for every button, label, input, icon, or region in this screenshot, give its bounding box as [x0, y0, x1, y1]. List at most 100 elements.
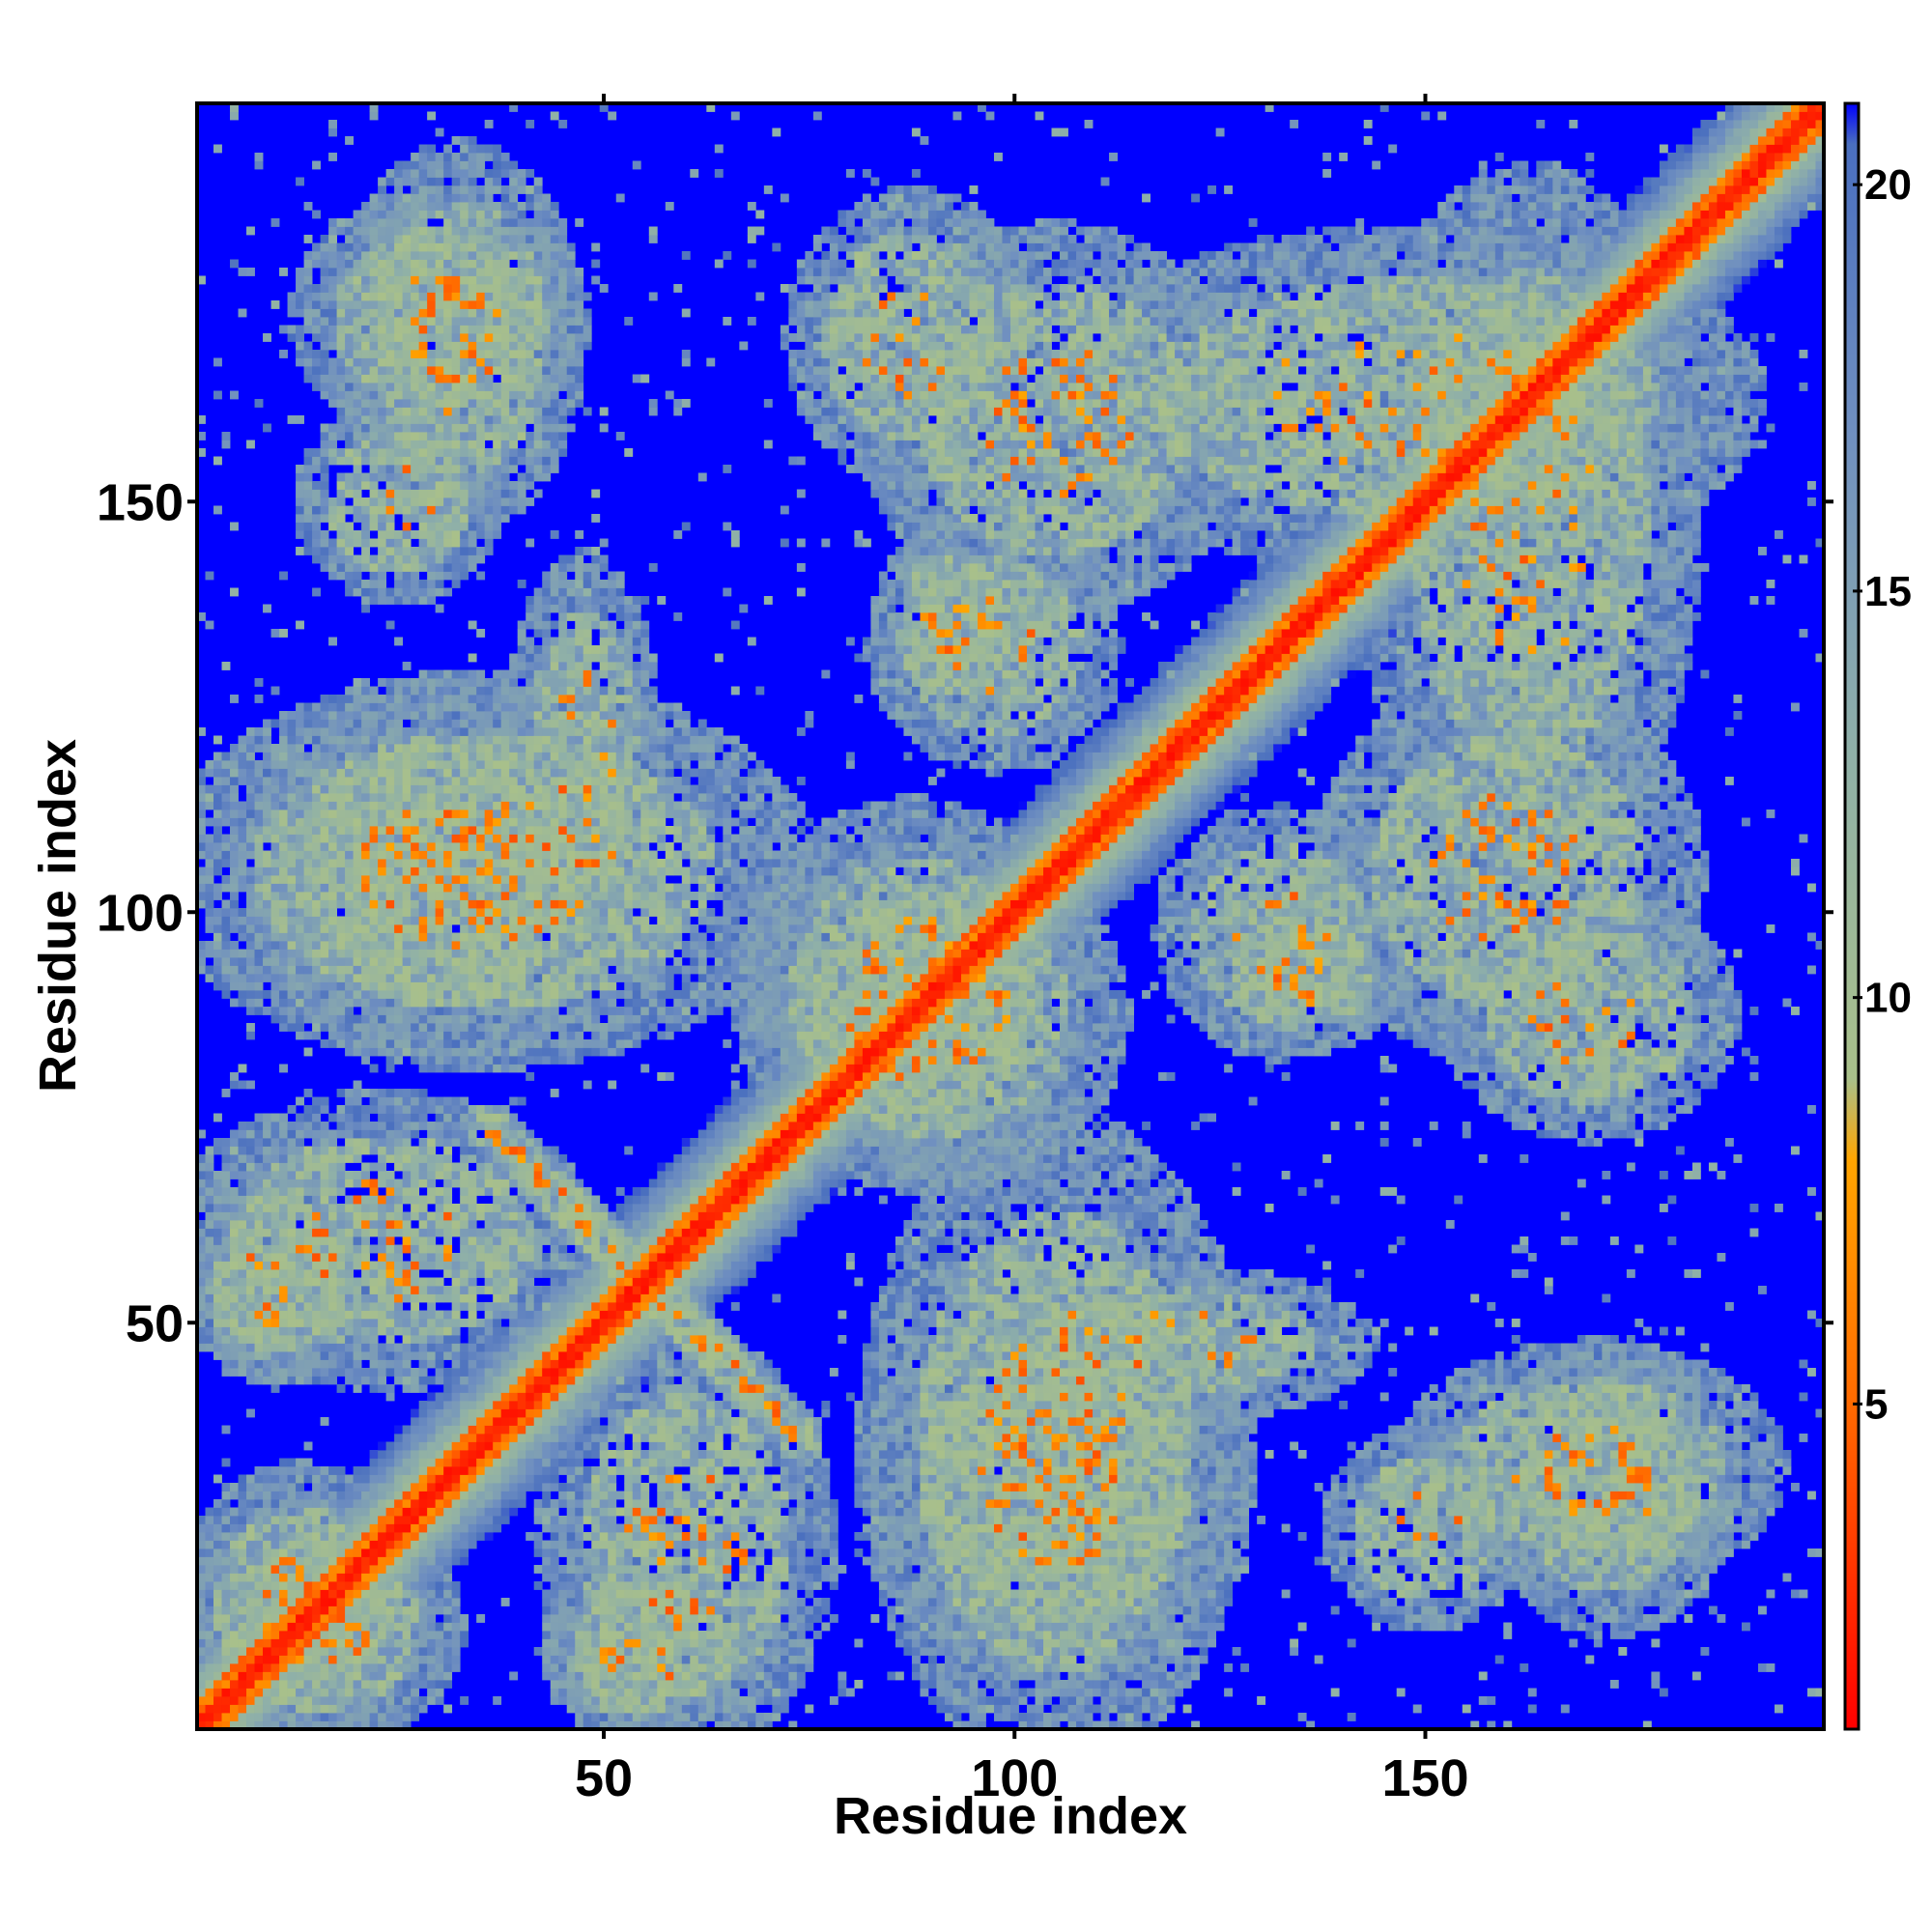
- heatmap-cell: [279, 1623, 288, 1632]
- heatmap-cell: [394, 875, 403, 884]
- heatmap-cell: [312, 161, 321, 170]
- heatmap-cell: [476, 211, 485, 219]
- heatmap-cell: [321, 835, 329, 843]
- heatmap-cell: [419, 333, 428, 342]
- heatmap-cell: [304, 1623, 313, 1632]
- heatmap-cell: [411, 924, 419, 933]
- heatmap-cell: [460, 457, 469, 466]
- heatmap-cell: [304, 1696, 313, 1705]
- heatmap-cell: [370, 448, 379, 457]
- heatmap-cell: [386, 875, 395, 884]
- heatmap-cell: [443, 1401, 452, 1409]
- heatmap-cell: [304, 835, 313, 843]
- heatmap-cell: [263, 1311, 271, 1320]
- heatmap-cell: [222, 1713, 231, 1721]
- heatmap-cell: [436, 605, 444, 613]
- heatmap-cell: [361, 293, 370, 301]
- heatmap-cell: [436, 875, 444, 884]
- heatmap-cell: [279, 1344, 288, 1352]
- heatmap-cell: [321, 260, 329, 269]
- heatmap-cell: [419, 424, 428, 433]
- heatmap-cell: [337, 1508, 346, 1517]
- heatmap-cell: [321, 1614, 329, 1623]
- heatmap-cell: [378, 1483, 386, 1492]
- heatmap-cell: [443, 1492, 452, 1500]
- heatmap-cell: [419, 1039, 428, 1048]
- heatmap-cell: [443, 760, 452, 769]
- heatmap-cell: [386, 1696, 395, 1705]
- heatmap-cell: [411, 1097, 419, 1106]
- heatmap-cell: [370, 1048, 379, 1057]
- heatmap-cell: [370, 990, 379, 999]
- heatmap-cell: [452, 555, 461, 564]
- heatmap-cell: [427, 711, 436, 720]
- heatmap-cell: [427, 1023, 436, 1032]
- heatmap-cell: [312, 1631, 321, 1639]
- heatmap-cell: [460, 1245, 469, 1254]
- heatmap-cell: [222, 950, 231, 958]
- heatmap-cell: [239, 1713, 247, 1721]
- heatmap-cell: [403, 1483, 412, 1492]
- heatmap-cell: [361, 366, 370, 375]
- heatmap-cell: [304, 753, 313, 761]
- heatmap-cell: [493, 1508, 501, 1517]
- heatmap-cell: [230, 753, 239, 761]
- heatmap-cell: [213, 1286, 222, 1294]
- heatmap-cell: [206, 1319, 214, 1327]
- heatmap-cell: [452, 1656, 461, 1664]
- heatmap-cell: [411, 1229, 419, 1237]
- heatmap-cell: [394, 1351, 403, 1360]
- heatmap-cell: [361, 982, 370, 991]
- heatmap-cell: [436, 326, 444, 334]
- heatmap-cell: [354, 317, 362, 326]
- heatmap-cell: [436, 687, 444, 696]
- heatmap-cell: [239, 1631, 247, 1639]
- heatmap-cell: [403, 1286, 412, 1294]
- heatmap-cell: [288, 1663, 297, 1672]
- heatmap-cell: [443, 1196, 452, 1205]
- heatmap-cell: [378, 333, 386, 342]
- heatmap-cell: [239, 1163, 247, 1172]
- heatmap-cell: [436, 802, 444, 810]
- heatmap-cell: [206, 1614, 214, 1623]
- heatmap-cell: [288, 736, 297, 745]
- heatmap-cell: [378, 506, 386, 515]
- heatmap-cell: [354, 1532, 362, 1541]
- heatmap-cell: [427, 1639, 436, 1648]
- heatmap-cell: [288, 753, 297, 761]
- heatmap-cell: [321, 1705, 329, 1714]
- heatmap-cell: [312, 1007, 321, 1015]
- heatmap-cell: [443, 588, 452, 597]
- heatmap-cell: [206, 621, 214, 630]
- heatmap-cell: [386, 1204, 395, 1212]
- heatmap-cell: [222, 1459, 231, 1467]
- heatmap-cell: [386, 375, 395, 384]
- heatmap-cell: [469, 875, 477, 884]
- heatmap-cell: [452, 1581, 461, 1590]
- heatmap-cell: [304, 711, 313, 720]
- heatmap-cell: [419, 391, 428, 400]
- heatmap-cell: [337, 720, 346, 728]
- heatmap-cell: [328, 284, 337, 293]
- heatmap-cell: [246, 1696, 255, 1705]
- heatmap-cell: [361, 851, 370, 860]
- heatmap-cell: [230, 1483, 239, 1492]
- heatmap-cell: [337, 1253, 346, 1262]
- heatmap-cell: [436, 908, 444, 917]
- heatmap-cell: [354, 514, 362, 523]
- heatmap-cell: [403, 309, 412, 318]
- heatmap-cell: [460, 736, 469, 745]
- heatmap-cell: [206, 1245, 214, 1254]
- heatmap-cell: [476, 1023, 485, 1032]
- heatmap-cell: [436, 785, 444, 794]
- heatmap-cell: [452, 1039, 461, 1048]
- heatmap-cell: [246, 1204, 255, 1212]
- heatmap-cell: [476, 547, 485, 555]
- heatmap-cell: [419, 1541, 428, 1549]
- heatmap-cell: [411, 408, 419, 416]
- heatmap-cell: [296, 1319, 304, 1327]
- heatmap-cell: [452, 194, 461, 203]
- heatmap-cell: [206, 950, 214, 958]
- heatmap-cell: [222, 933, 231, 942]
- heatmap-cell: [378, 580, 386, 588]
